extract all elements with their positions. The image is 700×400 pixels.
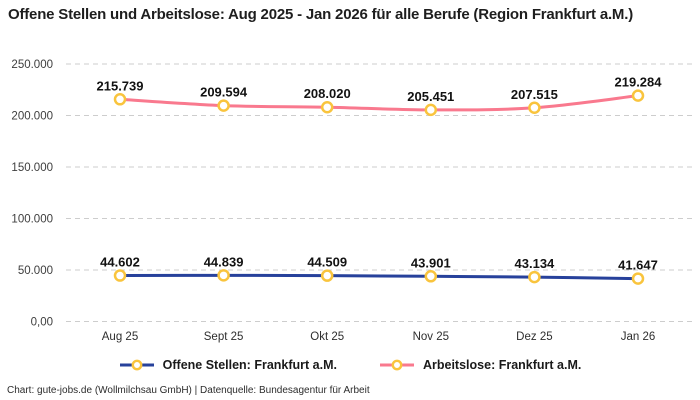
data-point-label: 207.515 [511,87,558,102]
x-tick-label: Dez 25 [516,331,552,343]
data-point-marker [320,100,334,114]
x-tick-label: Nov 25 [413,331,449,343]
data-point-label: 41.647 [618,258,658,273]
y-tick-label: 200.000 [11,111,53,123]
attribution-footer: Chart: gute-jobs.de (Wollmilchsau GmbH) … [7,385,370,396]
data-point-label: 208.020 [304,86,351,101]
x-tick-label: Aug 25 [102,331,138,343]
chart-title: Offene Stellen und Arbeitslose: Aug 2025… [8,6,633,23]
x-tick-label: Sept 25 [204,331,244,343]
x-tick-label: Jan 26 [621,331,656,343]
x-tick-label: Okt 25 [310,331,344,343]
arbeitslose-line-marker-icon [379,359,414,371]
data-point-label: 205.451 [407,89,454,104]
data-point-marker [424,270,438,283]
data-point-label: 44.839 [204,254,244,269]
series-line [118,273,640,281]
legend-item-arbeitslose: Arbeitslose: Frankfurt a.M. [379,358,581,372]
data-point-marker [113,93,127,106]
legend-label-offene-stellen: Offene Stellen: Frankfurt a.M. [162,358,337,372]
data-point-label: 43.901 [411,255,451,270]
y-tick-label: 250.000 [11,59,53,71]
data-point-label: 219.284 [615,75,663,90]
data-point-label: 44.602 [100,255,140,270]
data-point-label: 209.594 [200,85,248,100]
data-point-marker [217,99,230,112]
y-tick-label: 50.000 [18,265,53,277]
data-point-marker [528,101,541,115]
y-tick-label: 0,00 [31,317,53,329]
data-point-label: 44.509 [307,255,347,270]
data-point-marker [113,269,127,282]
data-point-marker [217,269,230,282]
data-point-marker [320,269,334,282]
offene-stellen-line-marker-icon [119,359,154,371]
chart-legend: Offene Stellen: Frankfurt a.M. Arbeitslo… [0,358,700,372]
y-tick-label: 100.000 [11,214,53,226]
series-line [118,94,640,112]
data-point-marker [424,103,438,117]
data-point-marker [631,272,645,285]
data-point-marker [631,89,645,102]
legend-item-offene-stellen: Offene Stellen: Frankfurt a.M. [119,358,337,372]
data-point-label: 43.134 [515,256,556,271]
data-point-label: 215.739 [97,78,144,93]
legend-label-arbeitslose: Arbeitslose: Frankfurt a.M. [422,358,582,372]
y-tick-label: 150.000 [11,162,53,174]
data-point-marker [528,270,541,284]
